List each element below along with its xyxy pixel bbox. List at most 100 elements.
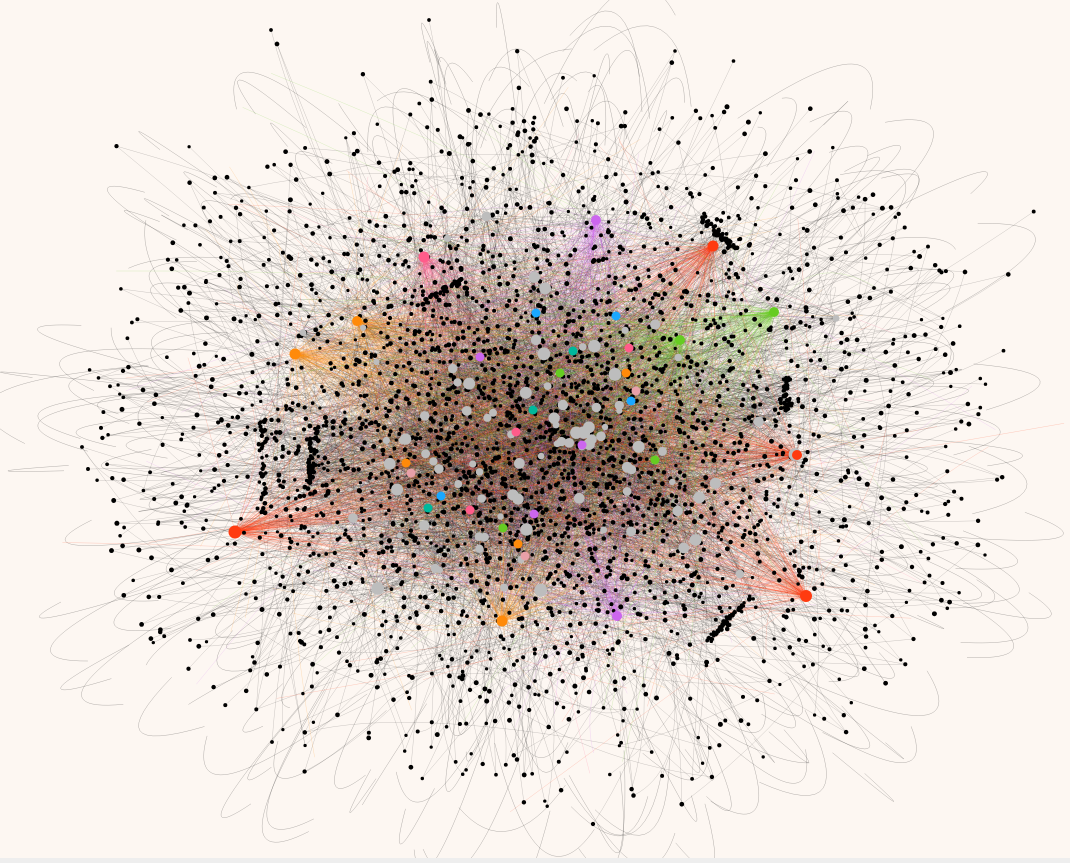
graph-node bbox=[437, 548, 442, 554]
graph-node bbox=[596, 602, 601, 607]
graph-node bbox=[585, 508, 590, 513]
graph-node bbox=[589, 551, 594, 556]
graph-node bbox=[375, 122, 380, 126]
graph-node bbox=[570, 561, 575, 566]
graph-node bbox=[504, 303, 510, 309]
graph-node bbox=[739, 434, 744, 439]
graph-node bbox=[520, 576, 525, 581]
graph-node bbox=[597, 467, 602, 472]
hub-node bbox=[543, 382, 552, 390]
graph-node bbox=[604, 446, 609, 451]
graph-node bbox=[672, 306, 677, 311]
graph-node bbox=[843, 729, 849, 735]
graph-node bbox=[545, 369, 550, 374]
graph-node bbox=[904, 455, 909, 459]
graph-node bbox=[446, 260, 451, 266]
graph-node bbox=[584, 525, 589, 531]
graph-node bbox=[457, 675, 462, 680]
graph-node bbox=[777, 411, 781, 416]
graph-node bbox=[293, 177, 299, 182]
graph-node bbox=[541, 557, 546, 562]
graph-node bbox=[682, 443, 688, 449]
graph-node bbox=[778, 444, 784, 449]
graph-node bbox=[455, 447, 460, 451]
graph-node bbox=[442, 459, 447, 465]
graph-node bbox=[275, 342, 279, 347]
graph-node bbox=[660, 481, 665, 487]
graph-node bbox=[302, 405, 307, 410]
graph-node bbox=[566, 374, 571, 379]
graph-node bbox=[566, 209, 571, 214]
graph-node bbox=[704, 659, 710, 665]
graph-node bbox=[513, 338, 518, 343]
graph-node bbox=[648, 589, 652, 593]
graph-node bbox=[252, 660, 257, 665]
graph-node bbox=[122, 525, 126, 530]
graph-node bbox=[713, 125, 718, 130]
graph-node bbox=[560, 172, 566, 178]
graph-node bbox=[601, 387, 605, 392]
graph-node bbox=[179, 494, 184, 500]
graph-node bbox=[619, 740, 623, 745]
graph-node bbox=[120, 543, 125, 549]
graph-node bbox=[707, 521, 711, 526]
community-node bbox=[577, 440, 587, 450]
graph-node bbox=[660, 369, 665, 375]
graph-node bbox=[388, 398, 393, 404]
graph-node bbox=[781, 388, 786, 393]
hub-node bbox=[753, 416, 764, 427]
hub-node bbox=[832, 315, 840, 322]
graph-node bbox=[662, 513, 668, 518]
graph-node bbox=[313, 426, 318, 431]
graph-node bbox=[392, 169, 397, 174]
graph-node bbox=[453, 425, 459, 431]
graph-node bbox=[260, 466, 265, 471]
graph-node bbox=[865, 588, 870, 594]
graph-node bbox=[508, 375, 513, 380]
graph-node bbox=[192, 495, 197, 499]
graph-node bbox=[549, 210, 554, 215]
graph-node bbox=[627, 458, 633, 463]
graph-node bbox=[230, 415, 235, 419]
graph-node bbox=[610, 348, 615, 353]
graph-node bbox=[576, 710, 581, 714]
graph-node bbox=[401, 538, 405, 543]
graph-node bbox=[493, 397, 498, 402]
graph-node bbox=[632, 265, 638, 270]
graph-node bbox=[579, 326, 585, 332]
hub-node bbox=[454, 480, 463, 488]
graph-node bbox=[630, 426, 636, 431]
graph-node bbox=[263, 486, 268, 491]
graph-node bbox=[487, 348, 493, 354]
graph-node bbox=[652, 479, 657, 484]
graph-node bbox=[733, 271, 739, 277]
graph-node bbox=[642, 523, 647, 528]
graph-node bbox=[378, 503, 383, 508]
graph-node bbox=[820, 582, 825, 586]
graph-node bbox=[267, 257, 271, 262]
graph-node bbox=[852, 315, 856, 319]
graph-node bbox=[417, 352, 422, 357]
graph-node bbox=[604, 485, 610, 490]
graph-node bbox=[522, 128, 528, 134]
graph-node bbox=[818, 357, 823, 362]
graph-node bbox=[785, 608, 791, 613]
graph-node bbox=[731, 59, 736, 63]
graph-node bbox=[595, 568, 601, 573]
hub-node bbox=[557, 399, 569, 411]
graph-node bbox=[372, 353, 378, 359]
graph-node bbox=[411, 167, 415, 171]
graph-node bbox=[405, 501, 409, 506]
graph-node bbox=[411, 341, 417, 346]
graph-node bbox=[556, 759, 561, 764]
graph-node bbox=[399, 636, 403, 640]
graph-node bbox=[803, 377, 808, 382]
graph-node bbox=[270, 432, 274, 436]
graph-node bbox=[536, 530, 541, 536]
graph-node bbox=[861, 433, 867, 438]
graph-node bbox=[212, 486, 217, 491]
graph-node bbox=[529, 152, 535, 158]
graph-node bbox=[641, 244, 647, 249]
graph-node bbox=[387, 315, 393, 321]
graph-node bbox=[657, 127, 662, 131]
